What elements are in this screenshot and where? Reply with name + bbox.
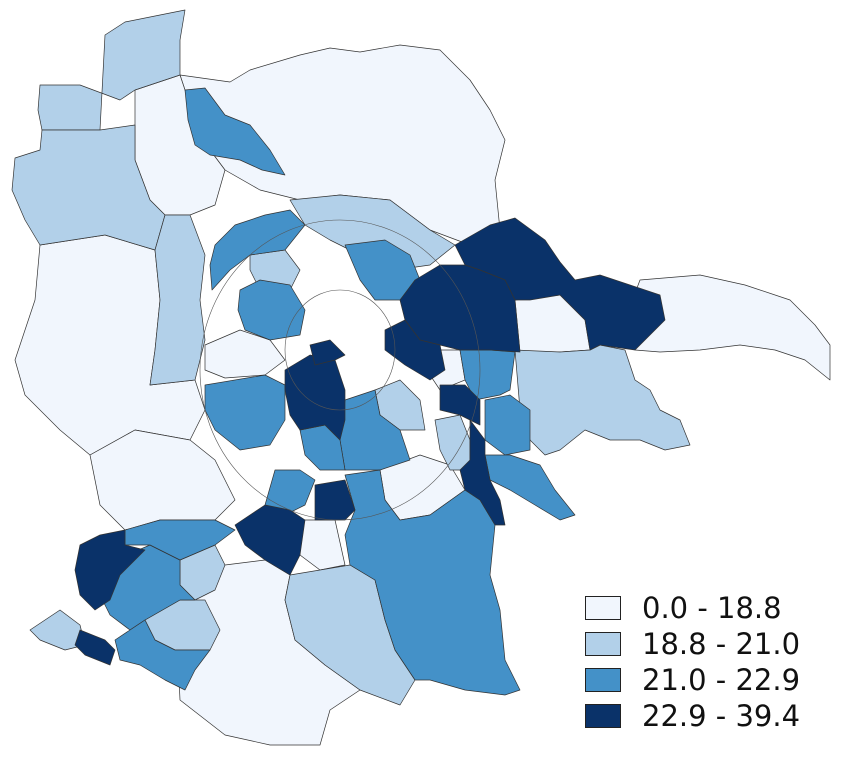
zones-class-1 [14, 44, 831, 746]
legend-label: 0.0 - 18.8 [642, 590, 782, 625]
legend-swatch [585, 632, 621, 656]
zone-south-big [344, 469, 521, 696]
zone-east-center [439, 384, 481, 426]
zone-south-west-ring [234, 504, 306, 576]
zones-class-3 [99, 87, 576, 696]
zone-north-central [289, 194, 456, 271]
zones-class-2 [11, 9, 691, 706]
zone-southwest [89, 429, 236, 531]
legend-swatch [585, 596, 621, 620]
legend-item: 18.8 - 21.0 [585, 626, 835, 662]
zone-far-southwest [74, 529, 146, 611]
legend-label: 18.8 - 21.0 [642, 626, 801, 661]
zone-southeast [484, 454, 576, 521]
zone-center-core-2 [309, 339, 346, 366]
zone-east [514, 344, 691, 456]
zone-north [179, 44, 506, 246]
zone-ring-north [209, 209, 306, 291]
zone-far-northwest [37, 9, 186, 131]
zone-coastal-strip [114, 619, 211, 691]
zone-ring-northwest [237, 279, 306, 341]
zone-south-pocket [299, 519, 346, 571]
zone-south-center [314, 479, 356, 521]
legend-swatch [585, 668, 621, 692]
legend-item: 21.0 - 22.9 [585, 662, 835, 698]
zone-west-inner [204, 374, 286, 451]
ring-road-inner [284, 289, 396, 411]
zone-east-tail [624, 274, 831, 381]
ring-roads [199, 219, 481, 521]
zone-center-core [284, 354, 346, 441]
ring-road-outer [199, 219, 481, 521]
legend-label: 22.9 - 39.4 [642, 698, 801, 733]
zone-coast-small [74, 629, 116, 666]
legend-label: 21.0 - 22.9 [642, 662, 801, 697]
legend: 0.0 - 18.8 18.8 - 21.0 21.0 - 22.9 22.9 … [585, 590, 835, 734]
zone-west-strip [149, 214, 206, 386]
zones-class-4 [74, 217, 666, 666]
zone-east-south-strip [459, 419, 506, 526]
zone-southwest-mid [124, 519, 236, 561]
legend-swatch [585, 704, 621, 728]
zone-west-north [11, 124, 166, 251]
zone-north-spur [184, 87, 286, 176]
legend-item: 22.9 - 39.4 [585, 698, 835, 734]
zone-center-west [204, 329, 286, 379]
legend-item: 0.0 - 18.8 [585, 590, 835, 626]
zone-center-northeast [384, 319, 446, 381]
